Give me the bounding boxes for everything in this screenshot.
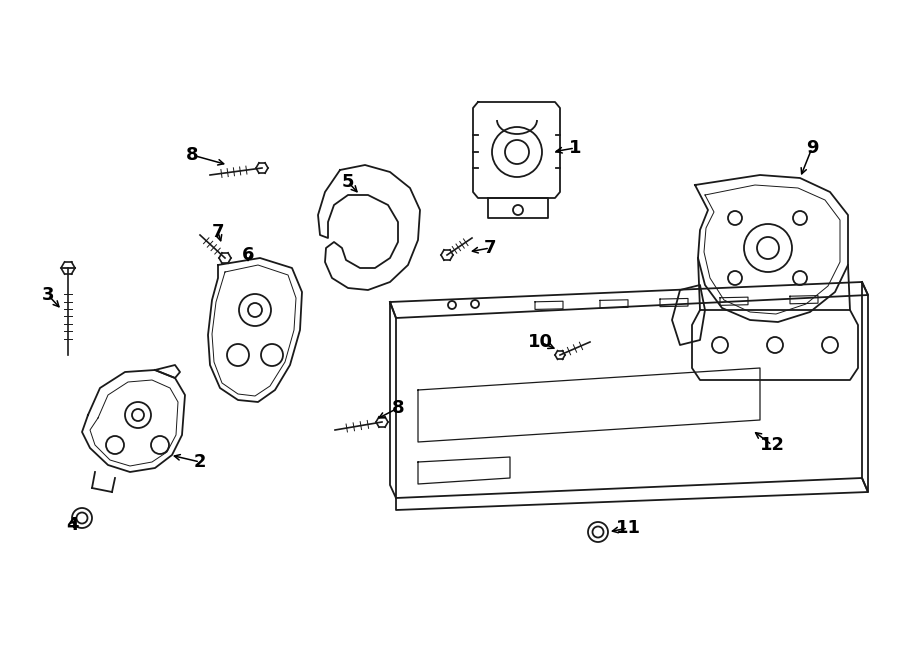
Text: 7: 7 [212, 223, 224, 241]
Text: 7: 7 [484, 239, 496, 257]
Text: 1: 1 [569, 139, 581, 157]
Text: 12: 12 [760, 436, 785, 454]
Text: 2: 2 [194, 453, 206, 471]
Text: 10: 10 [527, 333, 553, 351]
Text: 8: 8 [185, 146, 198, 164]
Text: 3: 3 [41, 286, 54, 304]
Text: 6: 6 [242, 246, 255, 264]
Text: 8: 8 [392, 399, 404, 417]
Text: 4: 4 [66, 516, 78, 534]
Text: 5: 5 [342, 173, 355, 191]
Text: 9: 9 [806, 139, 818, 157]
Text: 11: 11 [616, 519, 641, 537]
